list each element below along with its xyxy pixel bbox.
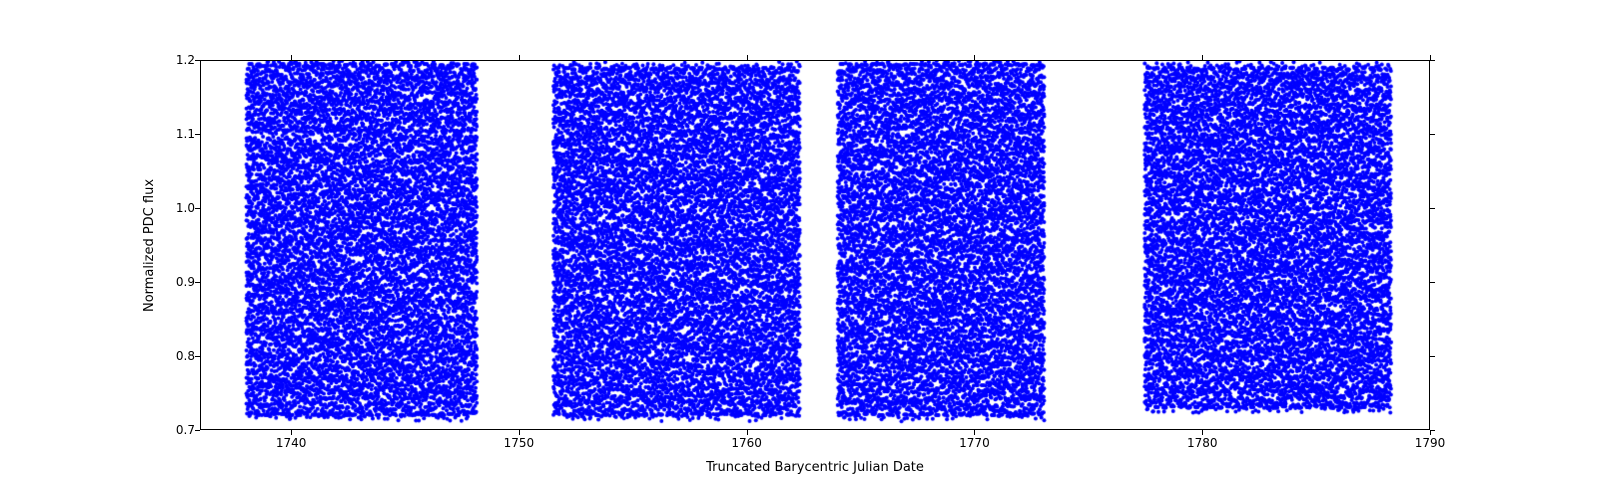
x-tick-label: 1770 <box>959 436 990 450</box>
x-tick-mark <box>519 430 520 435</box>
y-tick-mark <box>195 60 200 61</box>
y-tick-label: 1.1 <box>165 127 195 141</box>
x-tick-mark <box>974 430 975 435</box>
x-axis-label: Truncated Barycentric Julian Date <box>200 460 1430 475</box>
y-tick-mark <box>1430 430 1435 431</box>
y-tick-label: 1.0 <box>165 201 195 215</box>
x-tick-mark <box>1202 55 1203 60</box>
axes <box>200 60 1430 430</box>
x-tick-label: 1750 <box>504 436 535 450</box>
y-tick-label: 0.7 <box>165 423 195 437</box>
x-tick-mark <box>291 55 292 60</box>
y-tick-mark <box>195 356 200 357</box>
y-tick-mark <box>195 430 200 431</box>
y-tick-label: 1.2 <box>165 53 195 67</box>
x-tick-label: 1790 <box>1415 436 1446 450</box>
y-tick-mark <box>195 134 200 135</box>
y-tick-label: 0.8 <box>165 349 195 363</box>
y-tick-label: 0.9 <box>165 275 195 289</box>
x-tick-mark <box>519 55 520 60</box>
x-tick-mark <box>1202 430 1203 435</box>
y-axis-label: Normalized PDC flux <box>140 60 160 430</box>
x-tick-mark <box>747 430 748 435</box>
y-tick-mark <box>1430 208 1435 209</box>
x-tick-label: 1780 <box>1187 436 1218 450</box>
y-tick-mark <box>195 282 200 283</box>
x-tick-mark <box>291 430 292 435</box>
x-tick-label: 1740 <box>276 436 307 450</box>
y-tick-mark <box>1430 60 1435 61</box>
y-tick-mark <box>1430 356 1435 357</box>
y-tick-mark <box>1430 282 1435 283</box>
figure: Normalized PDC flux Truncated Barycentri… <box>0 0 1600 500</box>
y-tick-mark <box>195 208 200 209</box>
y-tick-mark <box>1430 134 1435 135</box>
scatter-plot <box>201 61 1429 429</box>
x-tick-label: 1760 <box>731 436 762 450</box>
x-tick-mark <box>974 55 975 60</box>
y-axis-label-text: Normalized PDC flux <box>143 178 158 311</box>
x-tick-mark <box>747 55 748 60</box>
